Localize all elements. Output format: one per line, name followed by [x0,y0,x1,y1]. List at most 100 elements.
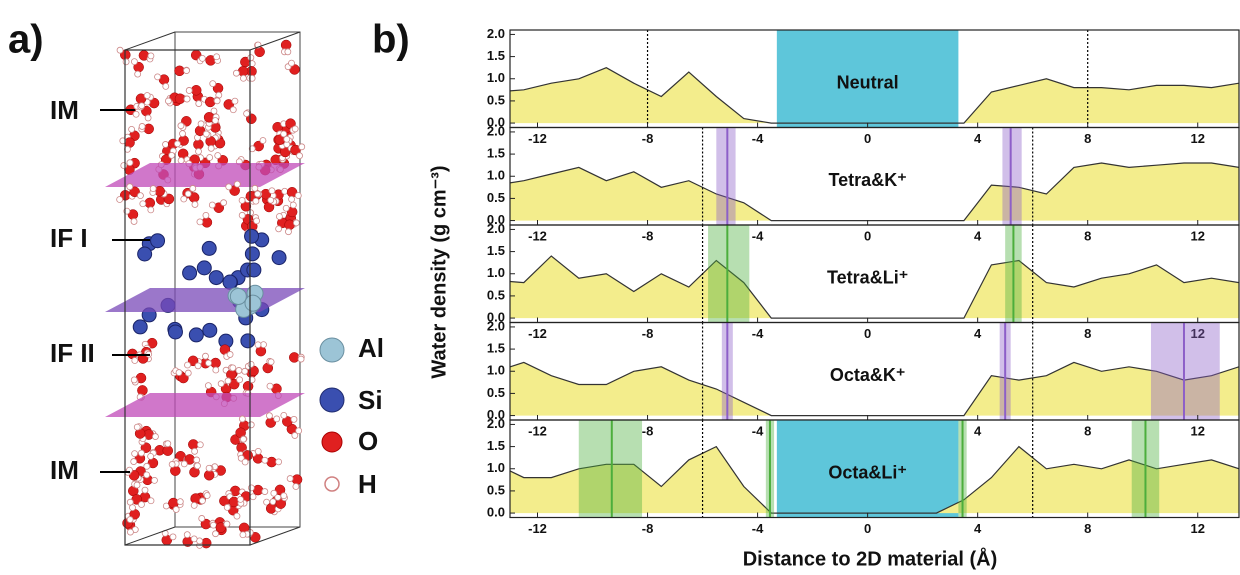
atom [131,357,139,364]
atom [204,96,216,108]
atom [211,117,219,124]
atom [132,110,140,118]
atom [237,495,244,503]
atom [241,458,249,466]
atom [144,197,156,209]
atom [184,190,192,198]
y-tick-label: 1.0 [487,265,505,280]
subplot [510,420,1239,518]
atom [260,341,267,349]
atom [209,80,217,88]
y-tick-label: 0.0 [487,310,505,325]
atom [175,369,183,376]
x-tick-label: -8 [642,326,654,341]
atom [228,378,240,390]
atom [247,484,255,492]
atom [168,151,176,159]
atom [154,73,161,81]
atom [239,531,247,539]
atom [119,137,127,145]
x-tick-label: -12 [528,326,547,341]
atom [252,197,260,205]
atom [202,130,210,138]
atom [236,376,244,384]
atom [265,503,277,514]
y-tick-label: 1.5 [487,146,505,161]
atom [196,260,212,276]
atom [222,274,238,290]
atom [195,100,203,107]
x-tick-label: 0 [864,521,871,536]
atom [276,213,283,220]
x-tick-label: 4 [974,326,982,341]
ion-band [1150,322,1220,420]
y-tick-label: 1.0 [487,70,505,85]
atom [174,93,186,104]
atom [169,533,177,541]
y-tick-label: 0.0 [487,115,505,130]
x-tick-label: -12 [528,423,547,438]
atom [283,135,291,143]
x-tick-label: 4 [974,521,982,536]
atom [180,460,188,468]
atom [138,102,146,110]
atom [205,464,213,472]
atom [126,159,134,167]
subplot [510,30,1239,128]
atom [182,265,198,281]
atom [172,506,180,513]
atom [212,530,219,538]
atom [205,359,212,367]
atom [196,218,204,226]
atom [124,137,135,148]
ion-band [1002,127,1022,225]
atom [248,145,256,153]
atom [224,377,232,385]
box-edge [249,526,301,546]
atom [220,199,228,207]
atom [266,456,277,468]
atom [209,521,217,529]
y-tick-label: 0.0 [487,505,505,520]
x-tick-label: 8 [1084,228,1091,243]
ion-band [716,127,736,225]
atom [274,484,286,496]
atom [162,141,169,148]
atom [177,157,185,164]
region-label: IM [50,95,79,125]
box-edge [124,526,176,546]
atom [185,87,193,94]
atom [290,144,301,156]
atom [233,180,241,188]
atom [268,187,276,195]
atom [163,193,175,205]
atom [254,190,261,198]
y-tick-label: 0.5 [487,287,505,302]
atom [190,501,198,509]
y-tick-label: 0.5 [487,482,505,497]
atom [225,183,233,191]
x-tick-label: 4 [974,131,982,146]
atom [167,324,183,340]
atom [126,516,134,523]
y-tick-label: 2.0 [487,26,505,41]
atom [284,48,292,56]
atom [195,148,202,155]
atom [254,447,262,455]
atom [284,219,295,231]
atom [143,92,151,99]
atom [202,211,210,219]
atom [191,447,199,455]
x-axis-label: Distance to 2D material (Å) [743,546,998,570]
x-tick-label: 12 [1191,521,1205,536]
atom [188,327,204,343]
x-tick-label: 8 [1084,521,1091,536]
atom [147,452,155,460]
atom [178,372,189,384]
atom [288,195,295,203]
y-tick-label: 2.0 [487,221,505,236]
atom [249,493,257,501]
region-label: IM [50,455,79,485]
atom [271,250,287,266]
y-tick-label: 0.5 [487,190,505,205]
